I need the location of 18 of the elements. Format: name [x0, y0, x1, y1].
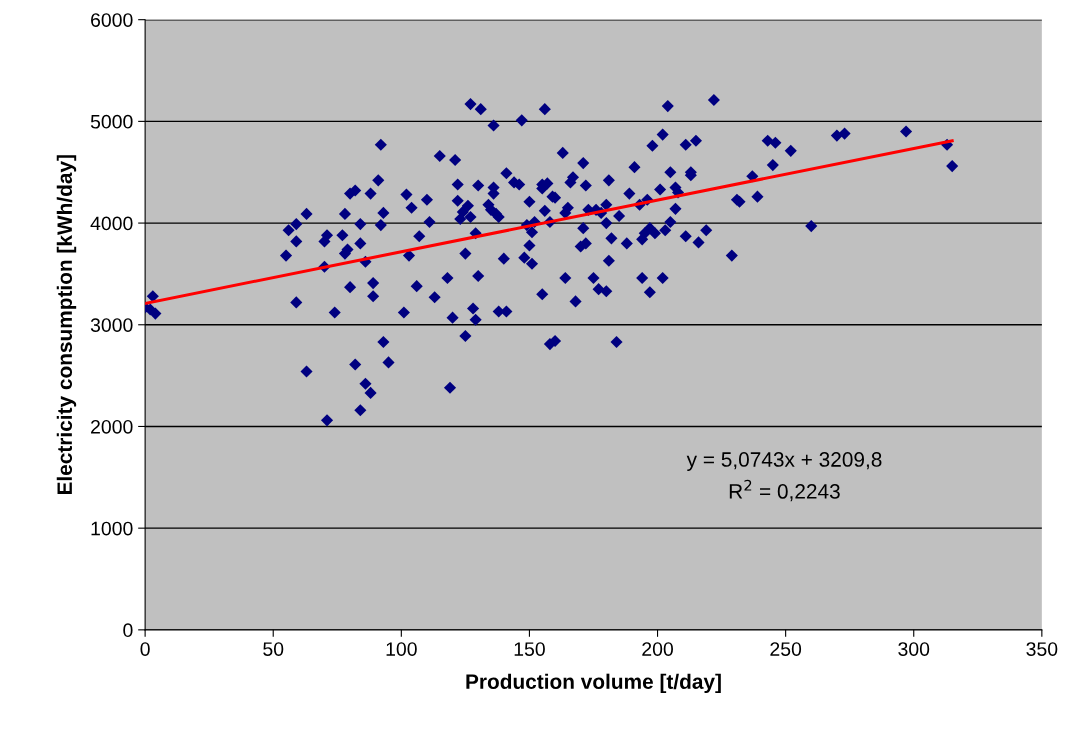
y-tick-label: 2000 [91, 419, 133, 434]
x-tick-label: 300 [898, 642, 930, 656]
x-axis-title: Production volume [t/day] [466, 673, 721, 694]
x-tick-label: 0 [140, 642, 150, 656]
x-tick-label: 150 [514, 642, 545, 656]
y-axis-title: Electricity consumption [kWh/day] [56, 155, 77, 495]
annotation: y = 5,0743x + 3209,8 R$^{2}$ = 0,2243 [686, 452, 882, 502]
x-tick-label: 350 [1026, 642, 1058, 656]
y-tick-label: 1000 [91, 521, 133, 536]
y-tick-label: 6000 [91, 13, 133, 27]
x-tick-label: 250 [770, 642, 802, 656]
x-tick-label: 200 [642, 642, 673, 656]
y-tick-label: 0 [123, 623, 133, 638]
x-tick-label: 50 [263, 642, 284, 656]
y-tick-label: 4000 [90, 216, 133, 231]
y-tick-label: 3000 [90, 318, 133, 333]
x-tick-label: 100 [386, 642, 417, 656]
y-tick-label: 5000 [90, 114, 133, 129]
